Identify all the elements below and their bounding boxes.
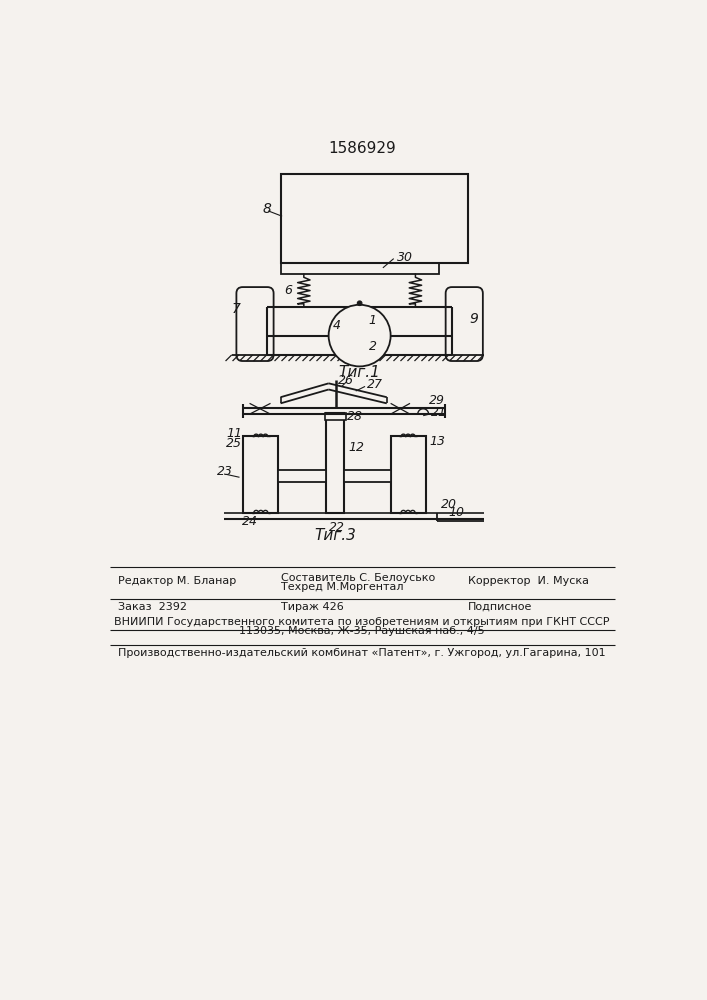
Text: 13: 13 — [429, 435, 445, 448]
Text: 1586929: 1586929 — [328, 141, 396, 156]
Bar — [281, 263, 438, 274]
FancyBboxPatch shape — [236, 287, 274, 361]
Text: 1: 1 — [368, 314, 376, 327]
Text: 28: 28 — [347, 410, 363, 423]
Text: Тираж 426: Тираж 426 — [281, 602, 344, 612]
Text: 22: 22 — [329, 521, 344, 534]
Text: Заказ  2392: Заказ 2392 — [118, 602, 187, 612]
Circle shape — [357, 301, 362, 306]
Text: 23: 23 — [217, 465, 233, 478]
Text: 24: 24 — [242, 515, 258, 528]
Text: Производственно-издательский комбинат «Патент», г. Ужгород, ул.Гагарина, 101: Производственно-издательский комбинат «П… — [118, 648, 606, 658]
Bar — [353, 339, 366, 351]
Text: 11: 11 — [226, 427, 243, 440]
Bar — [281, 174, 468, 263]
Text: 9: 9 — [469, 312, 479, 326]
Text: 27: 27 — [368, 378, 383, 391]
Text: 26: 26 — [338, 374, 354, 387]
Bar — [327, 413, 344, 513]
Text: 7: 7 — [232, 302, 240, 316]
Text: 30: 30 — [397, 251, 413, 264]
Bar — [325, 413, 346, 420]
Text: 6: 6 — [284, 284, 293, 297]
Bar — [243, 436, 279, 513]
Text: Техред М.Моргентал: Техред М.Моргентал — [281, 582, 403, 592]
Text: 20: 20 — [441, 498, 457, 512]
FancyBboxPatch shape — [445, 287, 483, 361]
Text: Составитель С. Белоусько: Составитель С. Белоусько — [281, 573, 435, 583]
Text: 29: 29 — [429, 394, 445, 407]
Text: Подписное: Подписное — [468, 602, 532, 612]
Text: ВНИИПИ Государственного комитета по изобретениям и открытиям при ГКНТ СССР: ВНИИПИ Государственного комитета по изоб… — [115, 617, 609, 627]
Text: 8: 8 — [263, 202, 271, 216]
Text: Редактор М. Бланар: Редактор М. Бланар — [118, 576, 236, 586]
Text: Корректор  И. Муска: Корректор И. Муска — [468, 576, 589, 586]
Text: 2: 2 — [369, 340, 377, 353]
Text: Τиг.1: Τиг.1 — [339, 365, 380, 380]
Text: 4: 4 — [332, 319, 341, 332]
Text: 25: 25 — [226, 437, 243, 450]
Text: 10: 10 — [449, 506, 464, 519]
Circle shape — [329, 305, 391, 366]
Text: 21: 21 — [431, 406, 447, 419]
Bar — [353, 318, 367, 333]
Text: 113035, Москва, Ж-35, Раушская наб., 4/5: 113035, Москва, Ж-35, Раушская наб., 4/5 — [239, 626, 485, 636]
Bar — [391, 436, 426, 513]
Text: 12: 12 — [348, 441, 364, 454]
Bar — [279, 470, 327, 482]
Bar — [344, 470, 391, 482]
Text: Τиг.3: Τиг.3 — [314, 528, 356, 543]
